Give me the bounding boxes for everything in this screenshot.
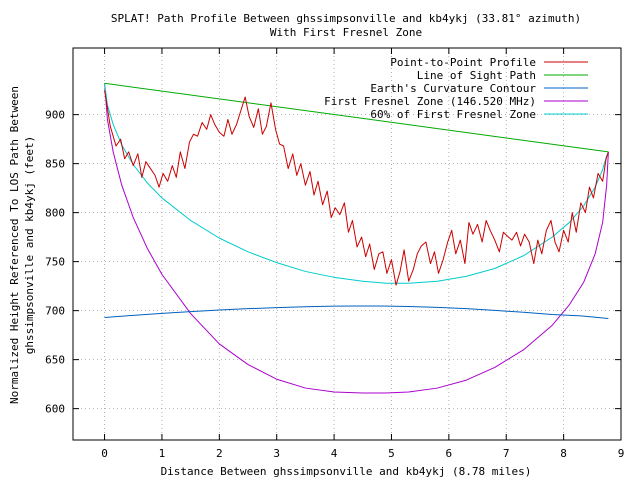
y-axis-label-line1: Normalized Height Referenced To LOS Path… (8, 86, 21, 404)
y-tick-label: 600 (45, 403, 65, 416)
legend-label: Point-to-Point Profile (390, 56, 536, 69)
y-axis-label-line2: ghssimpsonville and kb4ykj (feet) (23, 136, 36, 355)
y-tick-label: 750 (45, 256, 65, 269)
axis-ticks: 0 1 2 3 4 5 6 7 8 9 600 650 700 750 800 850 900 (45, 48, 624, 460)
legend-label: First Fresnel Zone (146.520 MHz) (324, 95, 536, 108)
y-tick-label: 800 (45, 207, 65, 220)
x-tick-label: 0 (101, 447, 108, 460)
series-line-first-fresnel-zone-146-520-mhz (104, 83, 609, 394)
series-line-line-of-sight-path (104, 82, 609, 153)
legend-label: Line of Sight Path (417, 69, 536, 82)
y-tick-label: 650 (45, 354, 65, 367)
x-tick-label: 9 (618, 447, 625, 460)
x-tick-label: 3 (273, 447, 280, 460)
y-tick-label: 700 (45, 305, 65, 318)
series-lines (104, 82, 609, 394)
x-tick-label: 8 (560, 447, 567, 460)
x-tick-label: 7 (503, 447, 510, 460)
series-line-60-of-first-fresnel-zone (104, 83, 609, 284)
series-line-point-to-point-profile (104, 90, 609, 286)
x-tick-label: 2 (216, 447, 223, 460)
x-tick-label: 1 (159, 447, 166, 460)
y-tick-label: 850 (45, 158, 65, 171)
x-tick-label: 4 (331, 447, 338, 460)
y-tick-label: 900 (45, 109, 65, 122)
legend-label: Earth's Curvature Contour (370, 82, 536, 95)
x-tick-label: 5 (388, 447, 395, 460)
legend-label: 60% of First Fresnel Zone (370, 108, 536, 121)
chart-subtitle: With First Fresnel Zone (270, 26, 422, 39)
x-tick-label: 6 (446, 447, 453, 460)
chart-title: SPLAT! Path Profile Between ghssimpsonvi… (111, 12, 581, 25)
plot-frame (72, 47, 622, 441)
grid (73, 48, 621, 440)
series-line-earth-s-curvature-contour (104, 305, 609, 319)
x-axis-label: Distance Between ghssimpsonville and kb4… (161, 465, 532, 478)
